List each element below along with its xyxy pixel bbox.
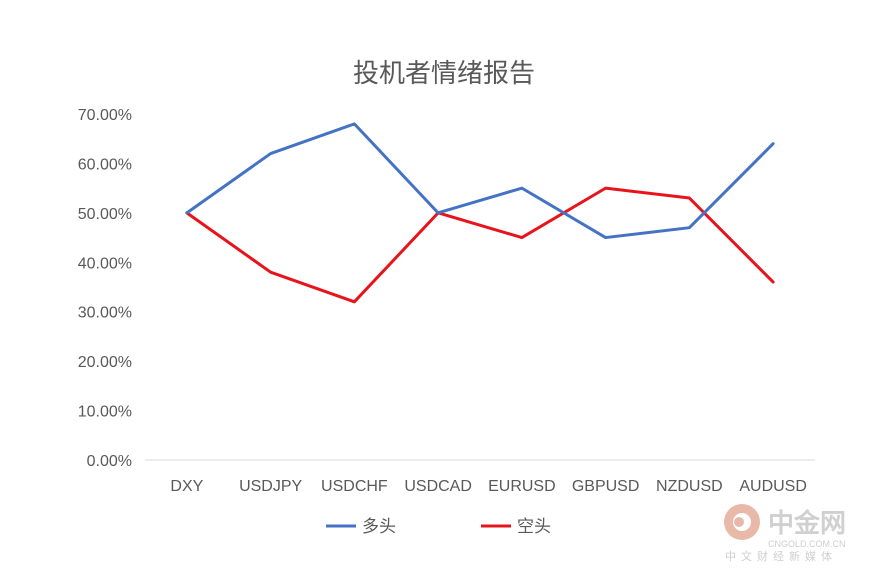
series-line-short (185, 186, 775, 304)
logo-dot-icon (734, 517, 744, 527)
y-tick-label: 40.00% (78, 255, 132, 272)
x-tick-label: EURUSD (488, 478, 556, 495)
y-tick-label: 60.00% (78, 156, 132, 173)
series-lines (185, 122, 775, 304)
y-axis-ticks: 0.00% 10.00% 20.00% 30.00% 40.00% 50.00% 60.00… (78, 107, 132, 470)
watermark-url: CNGOLD.COM.CN (768, 539, 846, 549)
series-line-long (185, 122, 775, 240)
x-tick-label: USDJPY (239, 478, 302, 495)
y-tick-label: 30.00% (78, 305, 132, 322)
y-tick-label: 70.00% (78, 107, 132, 124)
y-tick-label: 50.00% (78, 206, 132, 223)
y-tick-label: 20.00% (78, 354, 132, 371)
watermark-logo: 中金网 CNGOLD.COM.CN 中文财经新媒体 (724, 504, 846, 563)
x-tick-label: USDCHF (321, 478, 388, 495)
legend: 多头 空头 (326, 517, 551, 537)
legend-label: 多头 (362, 517, 396, 537)
y-tick-label: 0.00% (87, 453, 132, 470)
x-tick-label: NZDUSD (656, 478, 723, 495)
watermark-tagline: 中文财经新媒体 (725, 549, 837, 563)
x-tick-label: USDCAD (404, 478, 472, 495)
x-tick-label: AUDUSD (739, 478, 807, 495)
legend-label: 空头 (517, 517, 551, 537)
x-tick-label: GBPUSD (572, 478, 640, 495)
x-axis-ticks: DXY USDJPY USDCHF USDCAD EURUSD GBPUSD NZDUSD A… (170, 478, 806, 495)
y-tick-label: 10.00% (78, 404, 132, 421)
chart-title: 投机者情绪报告 (353, 59, 535, 89)
watermark-name: 中金网 (768, 508, 846, 539)
x-tick-label: DXY (170, 478, 203, 495)
